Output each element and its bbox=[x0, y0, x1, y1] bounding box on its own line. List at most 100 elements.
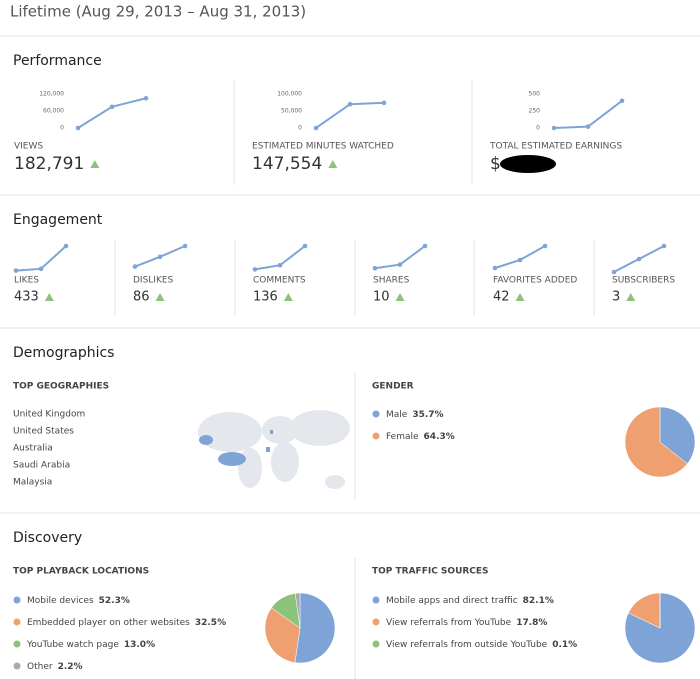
point bbox=[636, 256, 642, 262]
point bbox=[619, 98, 625, 104]
legend-entry: Other 2.2% bbox=[27, 662, 83, 672]
legend-label: Female bbox=[386, 432, 419, 442]
point bbox=[38, 266, 44, 272]
dividers bbox=[114, 240, 595, 315]
point bbox=[422, 243, 428, 249]
legend-swatch bbox=[372, 410, 380, 418]
point bbox=[542, 243, 548, 249]
legend-entry: Female 64.3% bbox=[386, 432, 455, 442]
section-title: Demographics bbox=[13, 345, 114, 361]
metric-value: 147,554 bbox=[252, 154, 322, 174]
point bbox=[492, 265, 498, 271]
legend-label: Embedded player on other websites bbox=[27, 618, 190, 628]
geography-item: United States bbox=[13, 427, 74, 437]
point bbox=[347, 101, 353, 107]
trend-up-icon bbox=[395, 293, 405, 301]
geography-item: Australia bbox=[13, 444, 53, 454]
pie-slice bbox=[624, 592, 696, 664]
legend-label: YouTube watch page bbox=[26, 640, 119, 650]
geography-item: Saudi Arabia bbox=[13, 461, 70, 471]
metric-value: 86 bbox=[133, 290, 150, 305]
y-tick-label: 0 bbox=[60, 125, 64, 132]
legend-swatch bbox=[372, 640, 380, 648]
metric-value: 3 bbox=[612, 290, 620, 305]
pie-slice bbox=[294, 592, 301, 629]
page-title: Lifetime (Aug 29, 2013 – Aug 31, 2013) bbox=[10, 3, 306, 21]
point bbox=[302, 243, 308, 249]
world-map bbox=[198, 410, 350, 489]
pie-slice bbox=[264, 607, 301, 663]
metric-label: COMMENTS bbox=[253, 276, 306, 286]
legend-label: View referrals from outside YouTube bbox=[386, 640, 548, 650]
legend-value: 82.1% bbox=[523, 596, 554, 606]
legend-label: View referrals from YouTube bbox=[386, 618, 512, 628]
trend-up-icon bbox=[626, 293, 636, 301]
y-tick-label: 100,000 bbox=[277, 91, 302, 98]
legend-swatch bbox=[372, 618, 380, 626]
point bbox=[109, 104, 115, 110]
metric-value: 10 bbox=[373, 290, 390, 305]
point bbox=[13, 268, 19, 273]
y-tick-label: 0 bbox=[298, 125, 302, 132]
legend-value: 0.1% bbox=[552, 640, 577, 650]
legend-label: Mobile devices bbox=[27, 596, 94, 606]
legend-swatch bbox=[372, 432, 380, 440]
point bbox=[63, 243, 69, 249]
point bbox=[313, 125, 319, 131]
y-tick-label: 250 bbox=[529, 108, 541, 115]
y-tick-label: 120,000 bbox=[39, 91, 64, 98]
pie-slice bbox=[624, 406, 688, 478]
subsection-title: GENDER bbox=[372, 382, 414, 392]
point bbox=[182, 243, 188, 249]
trend-up-icon bbox=[283, 293, 293, 301]
legend-entry: YouTube watch page 13.0% bbox=[26, 640, 155, 650]
legend-swatch bbox=[13, 596, 21, 604]
y-tick-label: 0 bbox=[536, 125, 540, 132]
y-tick-label: 500 bbox=[529, 91, 541, 98]
point bbox=[143, 95, 149, 101]
trend-up-icon bbox=[328, 160, 338, 168]
pie-slice bbox=[659, 406, 696, 465]
point bbox=[585, 124, 591, 129]
legend-swatch bbox=[13, 640, 21, 648]
metric-value: 136 bbox=[253, 290, 278, 305]
point bbox=[551, 125, 557, 131]
sparkline bbox=[315, 101, 385, 129]
legend-swatch bbox=[13, 662, 21, 670]
trend-up-icon bbox=[155, 293, 165, 301]
point bbox=[397, 262, 403, 267]
metric-value: 433 bbox=[14, 290, 39, 305]
point bbox=[252, 267, 258, 272]
trend-up-icon bbox=[44, 293, 54, 301]
subsection-title: TOP GEOGRAPHIES bbox=[13, 382, 109, 392]
section-title: Discovery bbox=[13, 530, 82, 546]
legend-label: Other bbox=[27, 662, 53, 672]
legend-value: 17.8% bbox=[516, 618, 547, 628]
legend-value: 64.3% bbox=[424, 432, 455, 442]
pie-slice bbox=[294, 592, 336, 664]
legend-value: 52.3% bbox=[99, 596, 130, 606]
section-title: Performance bbox=[13, 53, 102, 69]
metric-value: 182,791 bbox=[14, 154, 84, 174]
point bbox=[611, 269, 617, 275]
metric-label: SHARES bbox=[373, 276, 410, 286]
metric-label: DISLIKES bbox=[133, 276, 174, 286]
point bbox=[661, 243, 667, 249]
legend-label: Male bbox=[386, 410, 408, 420]
point bbox=[75, 125, 81, 131]
y-tick-label: 50,000 bbox=[281, 108, 302, 115]
metric-label: TOTAL ESTIMATED EARNINGS bbox=[489, 142, 622, 152]
legend-value: 35.7% bbox=[412, 410, 443, 420]
redaction bbox=[500, 155, 556, 173]
metric-value: 42 bbox=[493, 290, 510, 305]
legend-value: 32.5% bbox=[195, 618, 226, 628]
point bbox=[372, 265, 378, 271]
sparkline bbox=[77, 97, 147, 129]
subsection-title: TOP TRAFFIC SOURCES bbox=[372, 567, 489, 577]
trend-up-icon bbox=[515, 293, 525, 301]
legend-value: 13.0% bbox=[124, 640, 155, 650]
metric-label: ESTIMATED MINUTES WATCHED bbox=[252, 142, 394, 152]
point bbox=[157, 254, 163, 260]
metric-label: VIEWS bbox=[14, 142, 43, 152]
subsection-title: TOP PLAYBACK LOCATIONS bbox=[13, 567, 149, 577]
